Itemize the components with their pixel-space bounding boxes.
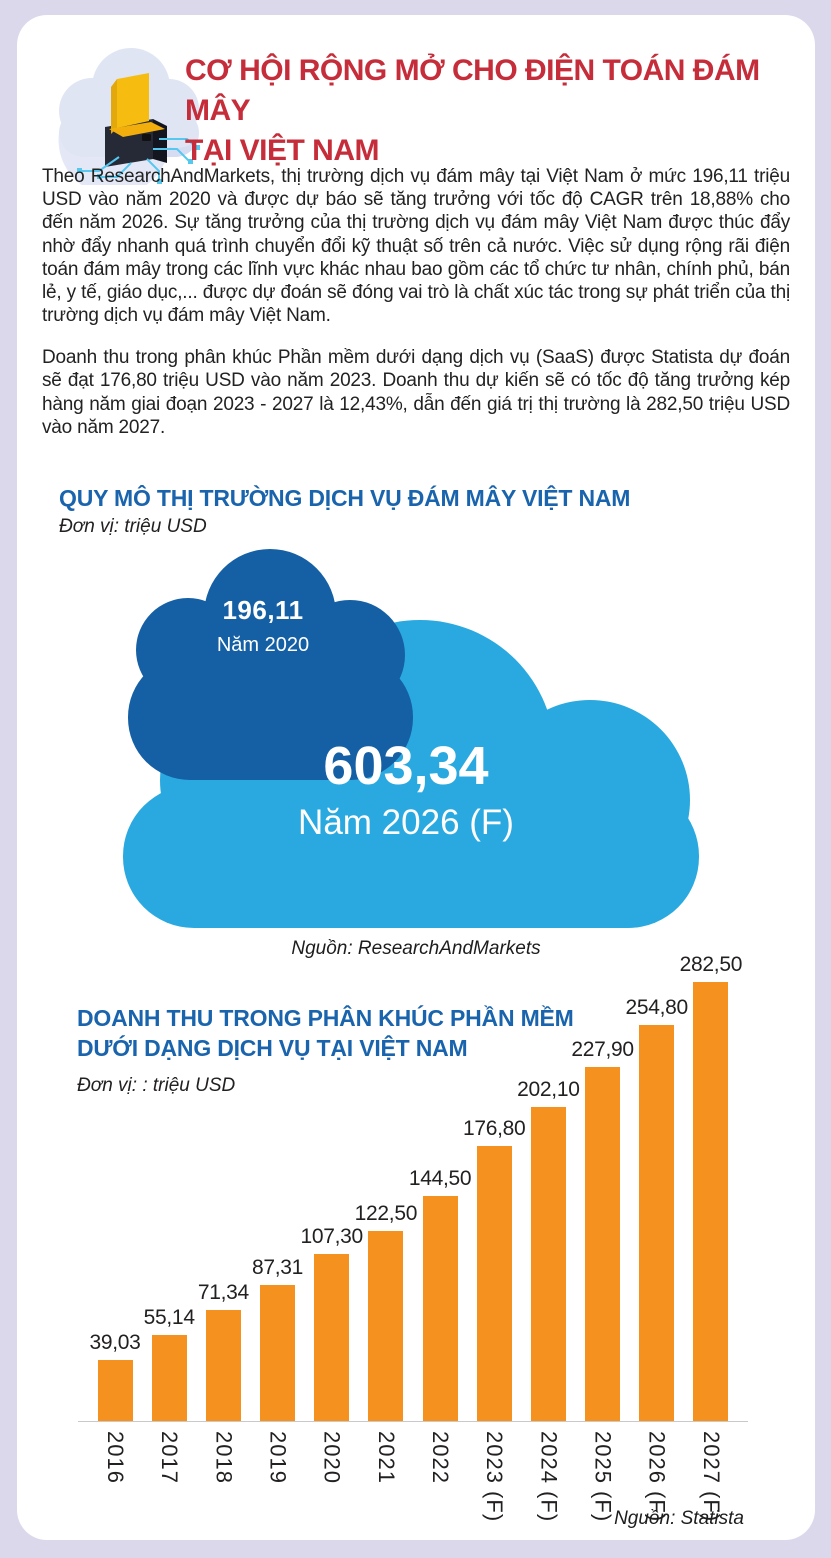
saas-revenue-section: DOANH THU TRONG PHÂN KHÚC PHẦN MỀM DƯỚI …: [42, 953, 790, 1540]
infographic-card: CƠ HỘI RỘNG MỞ CHO ĐIỆN TOÁN ĐÁM MÂY TẠI…: [17, 15, 815, 1540]
market-chart-source: Nguồn: ResearchAndMarkets: [291, 938, 541, 959]
year-column: 2018: [196, 1431, 250, 1522]
bar-column: 202,10: [517, 1078, 580, 1421]
bar-value-label: 87,31: [251, 1256, 304, 1279]
bar-column: 176,80: [463, 1117, 526, 1421]
saas-chart-title: DOANH THU TRONG PHÂN KHÚC PHẦN MỀM DƯỚI …: [77, 1003, 574, 1097]
market-chart-unit: Đơn vị: triệu USD: [59, 516, 207, 537]
year-label: 2023 (F): [482, 1431, 508, 1523]
bar-value-label: 282,50: [679, 953, 743, 976]
market-size-section: QUY MÔ THỊ TRƯỜNG DỊCH VỤ ĐÁM MÂY VIỆT N…: [42, 483, 790, 959]
intro-text: Theo ResearchAndMarkets, thị trường dịch…: [42, 165, 790, 458]
bar-column: 144,50: [409, 1167, 472, 1421]
cloud-shapes: [123, 549, 699, 928]
year-column: 2024 (F): [521, 1431, 575, 1522]
year-column: 2016: [88, 1431, 142, 1522]
bar: [476, 1146, 512, 1421]
saas-year-axis: 2016 2017 2018 2019 2020 2021 2022 2023 (F) 2024…: [88, 1431, 738, 1522]
value-2020: 196,11: [222, 595, 304, 625]
year-column: 2020: [305, 1431, 359, 1522]
value-2026: 603,34: [323, 736, 489, 796]
bar-column: 254,80: [626, 996, 688, 1421]
page-title-line2: TẠI VIỆT NAM: [185, 134, 380, 167]
market-chart-title: QUY MÔ THỊ TRƯỜNG DỊCH VỤ ĐÁM MÂY VIỆT N…: [59, 485, 631, 511]
cloud-computing-icon: [58, 48, 200, 185]
bar-value-label: 71,34: [197, 1281, 249, 1304]
year-label: 2017: [157, 1431, 183, 1484]
year-column: 2017: [142, 1431, 196, 1522]
bar: [151, 1335, 187, 1421]
bar-column: 55,14: [142, 1306, 196, 1421]
bar: [422, 1196, 458, 1421]
dark-cloud-shape: [128, 549, 413, 780]
bar: [585, 1067, 621, 1421]
bar-column: 282,50: [680, 953, 742, 1421]
bar: [368, 1231, 404, 1421]
bar-column: 87,31: [251, 1256, 305, 1421]
saas-bar-plot: 39,03 55,14 71,34 87,31 107,30 122,50 144,50 17…: [78, 953, 748, 1422]
bar: [314, 1254, 350, 1421]
data-point-2020: 196,11 Năm 2020: [163, 595, 363, 657]
bar: [693, 982, 729, 1421]
bar-value-label: 254,80: [625, 996, 689, 1019]
bar: [205, 1310, 241, 1421]
year-label: 2018: [211, 1431, 237, 1484]
year-column: 2027 (F): [684, 1431, 738, 1522]
bar-column: 39,03: [88, 1331, 142, 1421]
year-column: 2025 (F): [576, 1431, 630, 1522]
year-column: 2023 (F): [467, 1431, 521, 1522]
page-title: CƠ HỘI RỘNG MỞ CHO ĐIỆN TOÁN ĐÁM MÂY TẠI…: [185, 51, 795, 171]
year-label: 2024 (F): [536, 1431, 562, 1523]
saas-chart-unit: Đơn vị: : triệu USD: [77, 1075, 236, 1096]
label-2020: Năm 2020: [216, 634, 310, 656]
year-label: 2026 (F): [644, 1431, 670, 1523]
year-label: 2025 (F): [590, 1431, 616, 1523]
bar-value-label: 176,80: [462, 1117, 526, 1140]
bar: [639, 1025, 675, 1421]
bar-value-label: 144,50: [408, 1167, 472, 1190]
bar-value-label: 122,50: [354, 1202, 418, 1225]
year-label: 2020: [319, 1431, 345, 1484]
bar-column: 227,90: [571, 1038, 634, 1421]
bar-column: 107,30: [300, 1225, 363, 1421]
year-label: 2016: [103, 1431, 128, 1484]
bar-value-label: 39,03: [89, 1331, 141, 1354]
year-column: 2019: [251, 1431, 305, 1522]
data-point-2026: 603,34 Năm 2026 (F): [231, 735, 581, 843]
bar-value-label: 227,90: [571, 1038, 634, 1061]
year-label: 2027 (F): [698, 1431, 724, 1523]
intro-paragraph-2: Doanh thu trong phân khúc Phần mềm dưới …: [42, 347, 790, 438]
year-label: 2019: [265, 1431, 291, 1484]
cloud-chart: 196,11 Năm 2020 603,34 Năm 2026 (F): [110, 535, 730, 935]
bar: [260, 1285, 296, 1421]
bar-value-label: 202,10: [517, 1078, 580, 1101]
year-column: 2021: [359, 1431, 413, 1522]
year-label: 2021: [373, 1431, 399, 1484]
page-title-line1: CƠ HỘI RỘNG MỞ CHO ĐIỆN TOÁN ĐÁM MÂY: [185, 54, 760, 127]
bar-value-label: 107,30: [300, 1225, 363, 1248]
bar: [97, 1360, 133, 1421]
saas-chart-title-line2: DƯỚI DẠNG DỊCH VỤ TẠI VIỆT NAM: [77, 1035, 468, 1061]
year-column: 2022: [413, 1431, 467, 1522]
saas-chart-source: Nguồn: Statista: [614, 1508, 744, 1529]
bar: [530, 1107, 566, 1421]
saas-chart-title-line1: DOANH THU TRONG PHÂN KHÚC PHẦN MỀM: [77, 1005, 574, 1031]
year-label: 2022: [428, 1431, 454, 1484]
label-2026: Năm 2026 (F): [298, 803, 514, 842]
bar-column: 122,50: [355, 1202, 417, 1421]
intro-paragraph-1: Theo ResearchAndMarkets, thị trường dịch…: [42, 166, 790, 327]
bar-column: 71,34: [196, 1281, 250, 1421]
year-column: 2026 (F): [630, 1431, 684, 1522]
bar-value-label: 55,14: [143, 1306, 195, 1329]
